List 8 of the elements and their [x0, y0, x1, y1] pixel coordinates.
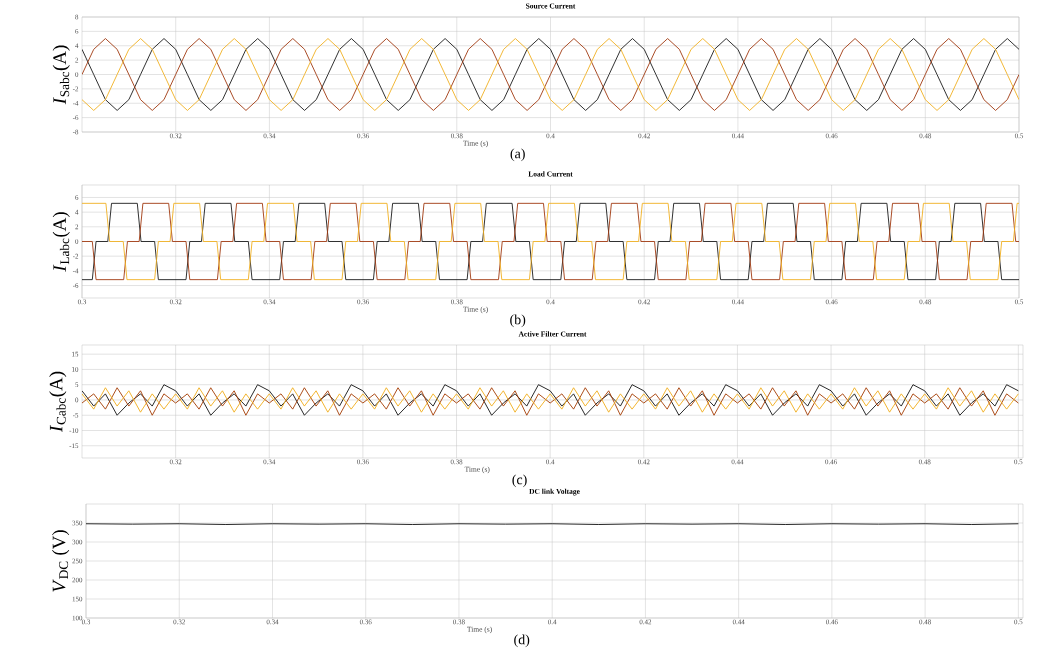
y-axis-title: I$_{Sabc}$(A) — [52, 45, 70, 105]
text: (a) — [510, 148, 525, 162]
y-axis-title: V$_{DC}$ (V) — [52, 530, 70, 592]
text: (c) — [512, 474, 527, 488]
y-axis-title: I$_{Cabc}$(A) — [49, 371, 67, 433]
text: (d) — [514, 634, 530, 648]
text: (b) — [510, 314, 526, 328]
y-axis-title: I$_{Labc}$(A) — [52, 212, 70, 272]
